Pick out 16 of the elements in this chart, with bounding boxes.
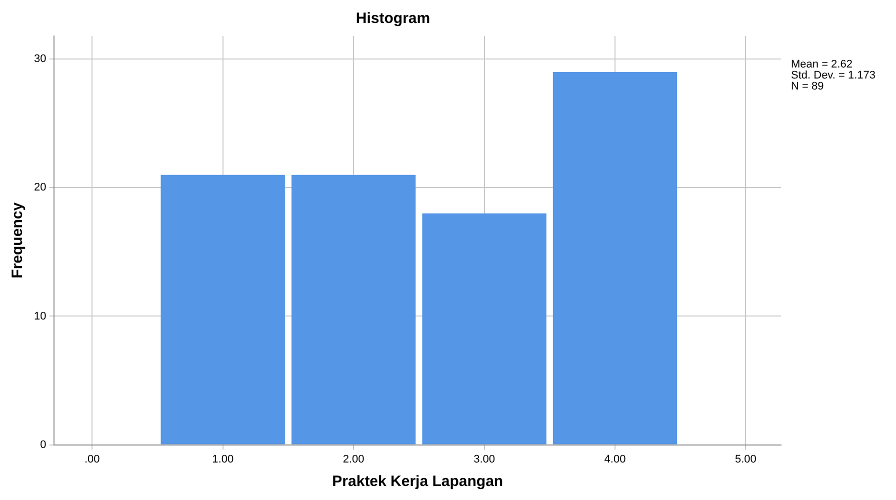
- x-tick-label: 2.00: [342, 453, 364, 466]
- text: Mean = 2.62: [791, 58, 852, 71]
- x-axis-title: Praktek Kerja Lapangan: [332, 473, 504, 490]
- x-tick-label: 1.00: [212, 453, 234, 466]
- x-tick-label: 5.00: [734, 453, 756, 466]
- y-axis-title: Frequency: [9, 202, 26, 278]
- x-tick-label: 3.00: [474, 453, 495, 466]
- y-tick-label: 0: [40, 438, 46, 451]
- x-tick-label: .00: [84, 453, 100, 466]
- text: Std. Dev. = 1.173: [791, 70, 876, 82]
- chart-title: Histogram: [356, 10, 430, 28]
- y-tick-label: 20: [34, 182, 46, 194]
- x-tick-label: 4.00: [604, 453, 626, 466]
- y-tick-label: 30: [34, 53, 46, 66]
- y-tick-label: 10: [34, 310, 46, 322]
- text: N = 89: [791, 80, 824, 93]
